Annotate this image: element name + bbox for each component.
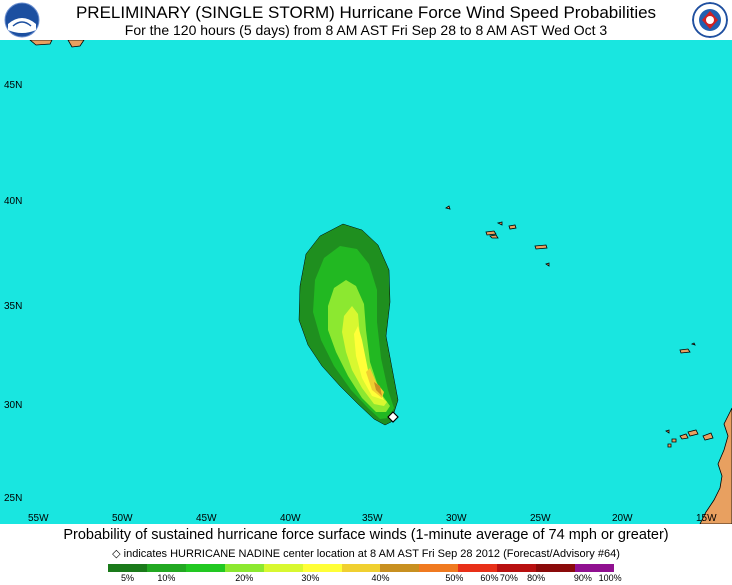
lon-label-20w: 20W — [612, 513, 633, 524]
lat-label-30n: 30N — [4, 400, 22, 411]
legend-tick-label: 80% — [527, 573, 546, 583]
swath-60-percent — [374, 382, 382, 396]
page-subtitle: For the 120 hours (5 days) from 8 AM AST… — [124, 22, 608, 38]
legend-swatch — [419, 564, 459, 572]
lat-label-35n: 35N — [4, 301, 22, 312]
legend-tick-label: 100% — [598, 573, 622, 583]
legend-swatch — [185, 564, 225, 572]
legend-swatch — [458, 564, 498, 572]
legend-tick-label: 90% — [573, 573, 592, 583]
lon-label-50w: 50W — [112, 513, 133, 524]
diamond-icon: ◇ — [112, 548, 121, 560]
land-fragment — [67, 40, 85, 48]
legend-tick-label: 20% — [235, 573, 254, 583]
lon-label-35w: 35W — [362, 513, 383, 524]
lat-label-40n: 40N — [4, 196, 22, 207]
swath-40-percent — [354, 326, 384, 400]
legend-tick-label: 30% — [301, 573, 320, 583]
footer: Probability of sustained hurricane force… — [0, 524, 732, 584]
lon-label-40w: 40W — [280, 513, 301, 524]
legend-swatch — [224, 564, 264, 572]
legend-ticks: 5% 10% 20% 30% 40% 50% 60% 70% 80% 90% 100% — [0, 573, 732, 585]
legend-swatch — [263, 564, 303, 572]
legend-tick-label: 10% — [157, 573, 176, 583]
legend-swatch — [380, 564, 420, 572]
legend-swatch — [341, 564, 381, 572]
lon-label-25w: 25W — [530, 513, 551, 524]
page-title: PRELIMINARY (SINGLE STORM) Hurricane For… — [75, 3, 657, 22]
madeira-islands — [679, 342, 696, 354]
probability-map: 45N 40N 35N 30N 25N 55W 50W 45W 40W 35W … — [4, 40, 732, 524]
lon-label-45w: 45W — [196, 513, 217, 524]
azores-islands — [445, 205, 550, 267]
legend-swatch — [108, 564, 147, 572]
legend-tick-label: 70% — [499, 573, 518, 583]
swath-30-percent — [342, 306, 387, 406]
storm-note: ◇ indicates HURRICANE NADINE center loca… — [0, 547, 732, 560]
legend-swatch — [302, 564, 342, 572]
legend-swatch — [497, 564, 537, 572]
legend-tick-label: 40% — [371, 573, 390, 583]
land-greenland-fragment — [29, 40, 53, 46]
map-caption: Probability of sustained hurricane force… — [63, 527, 669, 543]
noaa-logo-icon — [4, 2, 40, 38]
map-panel: 45N 40N 35N 30N 25N 55W 50W 45W 40W 35W … — [0, 40, 732, 524]
canary-islands — [665, 429, 714, 448]
header: PRELIMINARY (SINGLE STORM) Hurricane For… — [0, 0, 732, 40]
nws-logo-icon — [692, 2, 728, 38]
legend-swatch — [575, 564, 614, 572]
probability-legend — [108, 564, 614, 572]
lon-label-55w: 55W — [28, 513, 49, 524]
lat-label-25n: 25N — [4, 493, 22, 504]
legend-tick-label: 60% — [480, 573, 499, 583]
storm-note-text: indicates HURRICANE NADINE center locati… — [123, 548, 620, 560]
legend-tick-label: 5% — [120, 573, 134, 583]
lon-label-15w: 15W — [696, 513, 717, 524]
land-africa-coast — [699, 407, 732, 524]
probability-swath — [298, 223, 399, 426]
storm-center-diamond-icon — [387, 411, 399, 423]
legend-swatch — [146, 564, 186, 572]
lon-label-30w: 30W — [446, 513, 467, 524]
legend-tick-label: 50% — [445, 573, 464, 583]
legend-swatch — [536, 564, 576, 572]
lat-label-45n: 45N — [4, 80, 22, 91]
